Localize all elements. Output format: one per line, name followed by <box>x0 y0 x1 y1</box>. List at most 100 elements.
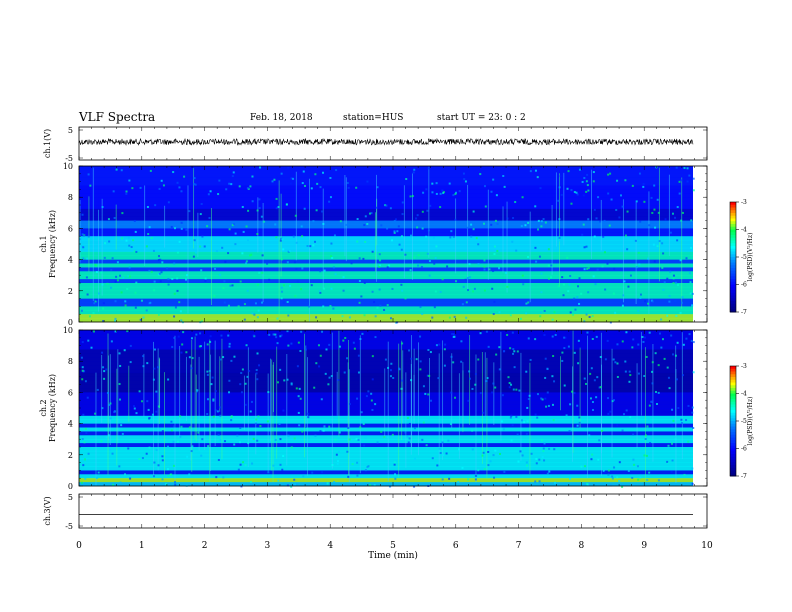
noise-speck <box>596 268 599 271</box>
noise-speck <box>186 455 189 458</box>
noise-speck <box>140 299 143 302</box>
noise-speck <box>651 382 654 385</box>
noise-speck <box>282 409 285 412</box>
noise-speck <box>224 260 227 263</box>
noise-speck <box>281 290 284 293</box>
noise-speck <box>185 278 188 281</box>
noise-speck <box>692 177 695 180</box>
freq-band-row <box>79 466 693 471</box>
noise-speck <box>167 283 170 286</box>
noise-speck <box>373 301 376 304</box>
noise-speck <box>540 291 543 294</box>
noise-speck <box>449 423 452 426</box>
noise-speck <box>415 217 418 220</box>
noise-speck <box>216 410 219 413</box>
noise-speck <box>585 382 588 385</box>
colorbar-step <box>730 303 736 307</box>
noise-speck <box>652 243 655 246</box>
noise-speck <box>240 372 243 375</box>
noise-speck <box>559 175 562 178</box>
noise-speck <box>468 263 471 266</box>
noise-speck <box>323 287 326 290</box>
noise-speck <box>223 280 226 283</box>
noise-speck <box>421 210 424 213</box>
noise-speck <box>171 278 174 281</box>
noise-speck <box>96 388 99 391</box>
noise-speck <box>95 298 98 301</box>
noise-speck <box>366 180 369 183</box>
noise-speck <box>129 477 132 480</box>
noise-speck <box>366 466 369 469</box>
noise-speck <box>563 347 566 350</box>
colorbar-step <box>730 432 736 436</box>
noise-speck <box>645 355 648 358</box>
noise-speck <box>654 226 657 229</box>
noise-speck <box>239 280 242 283</box>
noise-speck <box>173 292 176 295</box>
noise-speck <box>495 353 498 356</box>
noise-speck <box>371 250 374 253</box>
noise-speck <box>160 179 163 182</box>
freq-band-row <box>79 380 693 385</box>
noise-speck <box>587 291 590 294</box>
noise-speck <box>255 372 258 375</box>
noise-speck <box>348 403 351 406</box>
noise-speck <box>498 311 501 314</box>
noise-speck <box>180 227 183 230</box>
noise-speck <box>611 475 614 478</box>
noise-speck <box>276 342 279 345</box>
noise-speck <box>322 305 325 308</box>
freq-band-row <box>79 388 693 393</box>
noise-speck <box>416 226 419 229</box>
noise-speck <box>434 290 437 293</box>
x-tick-label: 0 <box>76 541 82 551</box>
noise-speck <box>563 336 566 339</box>
noise-speck <box>661 242 664 245</box>
noise-speck <box>443 348 446 351</box>
noise-speck <box>294 483 297 486</box>
noise-speck <box>512 352 515 355</box>
noise-speck <box>274 333 277 336</box>
noise-speck <box>255 418 258 421</box>
freq-band-row <box>79 415 693 420</box>
noise-speck <box>427 418 430 421</box>
noise-speck <box>276 381 279 384</box>
noise-speck <box>338 345 341 348</box>
noise-speck <box>424 392 427 395</box>
colorbar-step <box>730 232 736 236</box>
colorbar-step <box>730 470 736 474</box>
noise-speck <box>671 442 674 445</box>
noise-speck <box>393 461 396 464</box>
noise-speck <box>632 338 635 341</box>
noise-speck <box>467 399 470 402</box>
noise-speck <box>441 189 444 192</box>
noise-speck <box>279 335 282 338</box>
noise-speck <box>221 246 224 249</box>
noise-speck <box>149 169 152 172</box>
noise-speck <box>692 371 695 374</box>
noise-speck <box>547 277 550 280</box>
noise-speck <box>112 483 115 486</box>
noise-speck <box>547 404 550 407</box>
noise-speck <box>219 439 222 442</box>
noise-speck <box>333 480 336 483</box>
noise-speck <box>199 245 202 248</box>
noise-speck <box>607 397 610 400</box>
noise-speck <box>646 479 649 482</box>
noise-speck <box>214 409 217 412</box>
noise-speck <box>467 478 470 481</box>
noise-speck <box>680 179 683 182</box>
noise-speck <box>115 168 118 171</box>
noise-speck <box>80 481 83 484</box>
noise-speck <box>110 340 113 343</box>
noise-speck <box>350 262 353 265</box>
noise-speck <box>318 289 321 292</box>
noise-speck <box>337 450 340 453</box>
colorbar-step <box>730 399 736 403</box>
noise-speck <box>159 280 162 283</box>
noise-speck <box>241 252 244 255</box>
noise-speck <box>686 167 689 170</box>
noise-speck <box>477 243 480 246</box>
noise-speck <box>540 397 543 400</box>
colorbar-label: log(PSD)(V²/Hz) <box>747 233 754 282</box>
